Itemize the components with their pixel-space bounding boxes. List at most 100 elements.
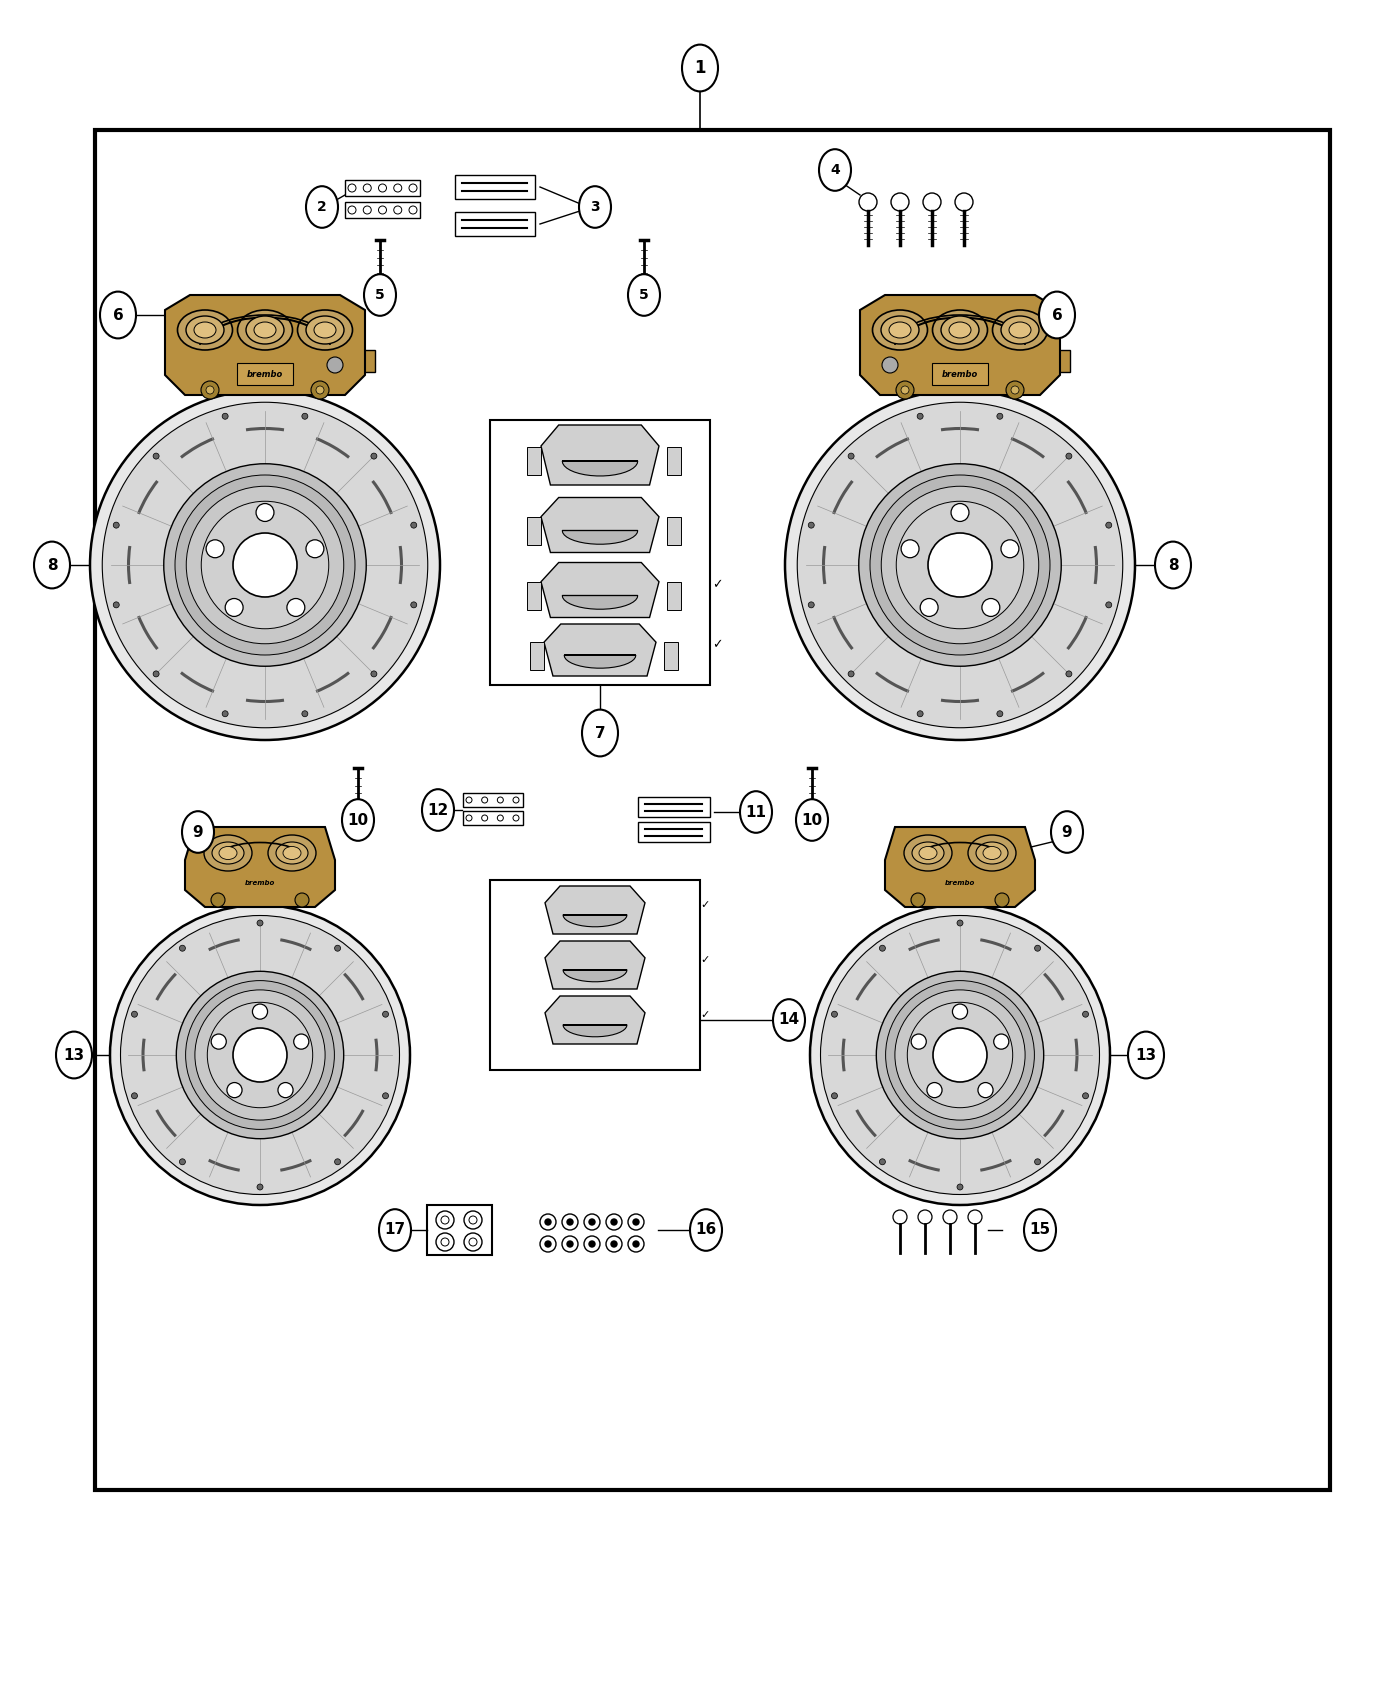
Circle shape (932, 1028, 987, 1081)
Circle shape (179, 945, 185, 952)
Circle shape (882, 357, 897, 372)
Bar (95, 129, 1330, 1489)
Circle shape (1035, 1159, 1040, 1164)
Circle shape (113, 522, 119, 529)
Polygon shape (545, 942, 645, 989)
Bar (526, 581, 540, 610)
Circle shape (951, 503, 969, 522)
Circle shape (858, 464, 1061, 666)
Bar (638, 823, 710, 842)
Polygon shape (885, 826, 1035, 908)
Circle shape (567, 1241, 573, 1248)
Polygon shape (563, 915, 627, 926)
Circle shape (917, 413, 923, 420)
Ellipse shape (580, 187, 610, 228)
Bar (526, 517, 540, 546)
Circle shape (876, 971, 1044, 1139)
Circle shape (410, 522, 417, 529)
Circle shape (907, 1003, 1012, 1108)
Circle shape (589, 1241, 595, 1248)
Text: 9: 9 (1061, 824, 1072, 840)
Circle shape (164, 464, 367, 666)
Circle shape (820, 916, 1099, 1195)
Circle shape (1011, 386, 1019, 394)
Circle shape (211, 892, 225, 908)
Circle shape (102, 403, 428, 728)
Bar (666, 447, 680, 474)
Polygon shape (540, 498, 659, 552)
Text: 15: 15 (1029, 1222, 1050, 1238)
Ellipse shape (1128, 1032, 1163, 1078)
Text: ✓: ✓ (713, 638, 722, 651)
Ellipse shape (949, 321, 972, 338)
Circle shape (1035, 945, 1040, 952)
Circle shape (920, 598, 938, 617)
Circle shape (279, 1083, 293, 1098)
Text: ✓: ✓ (700, 955, 710, 966)
Text: 9: 9 (193, 824, 203, 840)
Circle shape (258, 1183, 263, 1190)
Circle shape (994, 1034, 1009, 1049)
Bar (344, 180, 420, 196)
Ellipse shape (238, 309, 293, 350)
Ellipse shape (993, 309, 1047, 350)
Circle shape (785, 389, 1135, 740)
Text: ✓: ✓ (700, 1010, 710, 1020)
Text: brembo: brembo (942, 369, 979, 379)
Ellipse shape (582, 709, 617, 756)
Ellipse shape (1023, 1209, 1056, 1251)
Circle shape (896, 381, 914, 400)
Ellipse shape (421, 789, 454, 831)
Ellipse shape (246, 316, 284, 343)
Circle shape (211, 1034, 227, 1049)
Text: 16: 16 (696, 1222, 717, 1238)
Ellipse shape (276, 842, 308, 864)
Ellipse shape (314, 321, 336, 338)
Circle shape (808, 522, 815, 529)
Ellipse shape (307, 316, 344, 343)
Ellipse shape (911, 842, 944, 864)
Circle shape (132, 1093, 137, 1098)
Ellipse shape (178, 309, 232, 350)
Ellipse shape (932, 309, 987, 350)
Circle shape (610, 1219, 617, 1226)
Ellipse shape (379, 1209, 412, 1251)
Circle shape (176, 971, 344, 1139)
Circle shape (227, 1083, 242, 1098)
Circle shape (879, 1159, 885, 1164)
Circle shape (175, 474, 356, 654)
Text: 17: 17 (385, 1222, 406, 1238)
Ellipse shape (983, 847, 1001, 860)
Circle shape (633, 1219, 638, 1226)
Circle shape (206, 386, 214, 394)
Circle shape (252, 1005, 267, 1020)
Text: 13: 13 (63, 1047, 84, 1062)
Ellipse shape (1155, 542, 1191, 588)
Bar (490, 881, 700, 1069)
Circle shape (879, 945, 885, 952)
Circle shape (1082, 1093, 1089, 1098)
Circle shape (202, 381, 218, 400)
Circle shape (902, 386, 909, 394)
Text: ✓: ✓ (700, 899, 710, 910)
Bar (860, 350, 882, 372)
Circle shape (633, 1241, 638, 1248)
Circle shape (186, 981, 335, 1129)
Bar (455, 175, 535, 199)
Text: 5: 5 (640, 287, 648, 303)
Ellipse shape (204, 835, 252, 870)
Bar (1049, 350, 1070, 372)
Text: brembo: brembo (246, 369, 283, 379)
Circle shape (911, 1034, 927, 1049)
Bar (638, 797, 710, 818)
Circle shape (287, 598, 305, 617)
Ellipse shape (976, 842, 1008, 864)
Circle shape (1082, 1012, 1089, 1017)
Ellipse shape (1039, 292, 1075, 338)
Circle shape (589, 1219, 595, 1226)
Circle shape (302, 413, 308, 420)
Ellipse shape (34, 542, 70, 588)
Circle shape (111, 904, 410, 1205)
Bar (455, 212, 535, 236)
Text: 10: 10 (801, 813, 823, 828)
